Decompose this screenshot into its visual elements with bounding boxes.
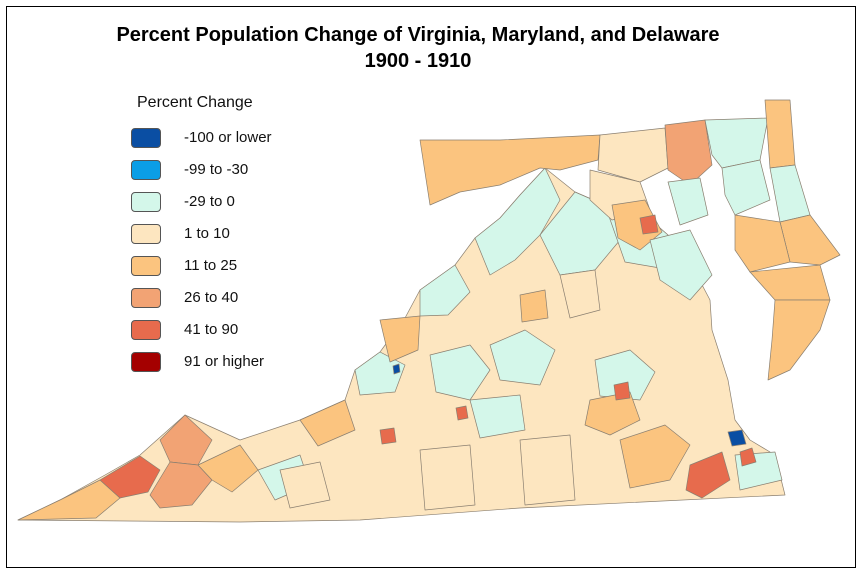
legend-swatch [131,160,161,180]
eastern-shore-md-c [749,264,831,301]
county-valley-a [419,264,471,317]
legend-swatch [131,352,161,372]
legend-swatch [131,224,161,244]
county-danville-area [379,427,397,445]
county-central-a [489,329,556,386]
legend-swatch [131,320,161,340]
maryland-western-panhandle [419,134,601,206]
legend-label: 91 or higher [184,353,265,370]
eastern-shore-md-a [721,159,771,216]
county-west-c [354,351,406,396]
delaware-new-castle [764,99,796,169]
county-southwest-c [197,444,259,493]
county-southeast-a [619,424,691,489]
maryland-anne-arundel [667,177,709,226]
county-small-blue [392,363,401,375]
county-west-d [379,315,421,363]
map-subtitle-years: 1900 - 1910 [364,50,472,72]
legend-label: 11 to 25 [184,257,238,274]
county-valley-b [474,167,561,276]
legend-label: -100 or lower [184,129,272,146]
county-west-b [299,399,356,447]
legend-swatch [131,288,161,308]
eastern-shore-va [767,299,831,381]
county-norfolk-adjacent [739,447,757,467]
county-outline-c [419,444,476,511]
legend-swatch [131,192,161,212]
eastern-shore-md-b [734,214,791,273]
legend-label: 26 to 40 [184,289,239,306]
legend-title: Percent Change [137,94,253,111]
legend-label: -29 to 0 [184,193,235,210]
maryland-baltimore-county [664,119,713,186]
legend-label: 41 to 90 [184,321,239,338]
county-central-b [429,344,491,401]
delaware-kent [769,164,811,223]
legend-label: 1 to 10 [184,225,230,242]
county-southwest-high [99,455,161,499]
legend-swatch [131,256,161,276]
maryland-dc-area [639,214,659,235]
county-outline-a [559,269,601,319]
county-norfolk-city [727,429,747,447]
county-richmond-city [613,381,631,401]
county-south-central-a [469,394,526,439]
legend-label: -99 to -30 [184,161,249,178]
county-south-central-b [594,349,656,401]
maryland-southern [649,229,713,301]
county-southeast-high [685,451,731,499]
county-southwest-a [159,414,213,466]
map-title: Percent Population Change of Virginia, M… [116,24,720,46]
county-outline-b [279,461,331,509]
maryland-central-a [597,127,669,183]
county-outline-d [519,434,576,506]
county-northwest-a [519,289,549,323]
legend-swatch [131,128,161,148]
county-lynchburg [455,405,469,421]
